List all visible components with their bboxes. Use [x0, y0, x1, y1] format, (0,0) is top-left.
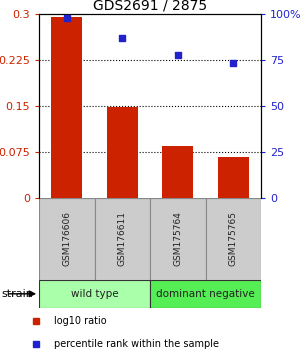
Text: wild type: wild type [71, 289, 118, 299]
Text: GSM176611: GSM176611 [118, 211, 127, 267]
Point [64, 15, 69, 21]
Bar [218, 156, 248, 198]
Bar [39, 280, 150, 308]
Bar [52, 17, 82, 198]
Title: GDS2691 / 2875: GDS2691 / 2875 [93, 0, 207, 13]
Text: GSM175764: GSM175764 [173, 211, 182, 267]
Bar [150, 198, 206, 280]
Bar [107, 107, 137, 198]
Point [176, 52, 180, 57]
Text: dominant negative: dominant negative [156, 289, 255, 299]
Text: strain: strain [2, 289, 33, 299]
Bar [206, 198, 261, 280]
Text: percentile rank within the sample: percentile rank within the sample [54, 339, 219, 349]
Bar [163, 146, 193, 198]
Text: GSM175765: GSM175765 [229, 211, 238, 267]
Bar [150, 280, 261, 308]
Bar [39, 198, 94, 280]
Text: log10 ratio: log10 ratio [54, 316, 106, 326]
Bar [94, 198, 150, 280]
Point [120, 35, 125, 41]
Text: GSM176606: GSM176606 [62, 211, 71, 267]
Point [231, 60, 236, 66]
